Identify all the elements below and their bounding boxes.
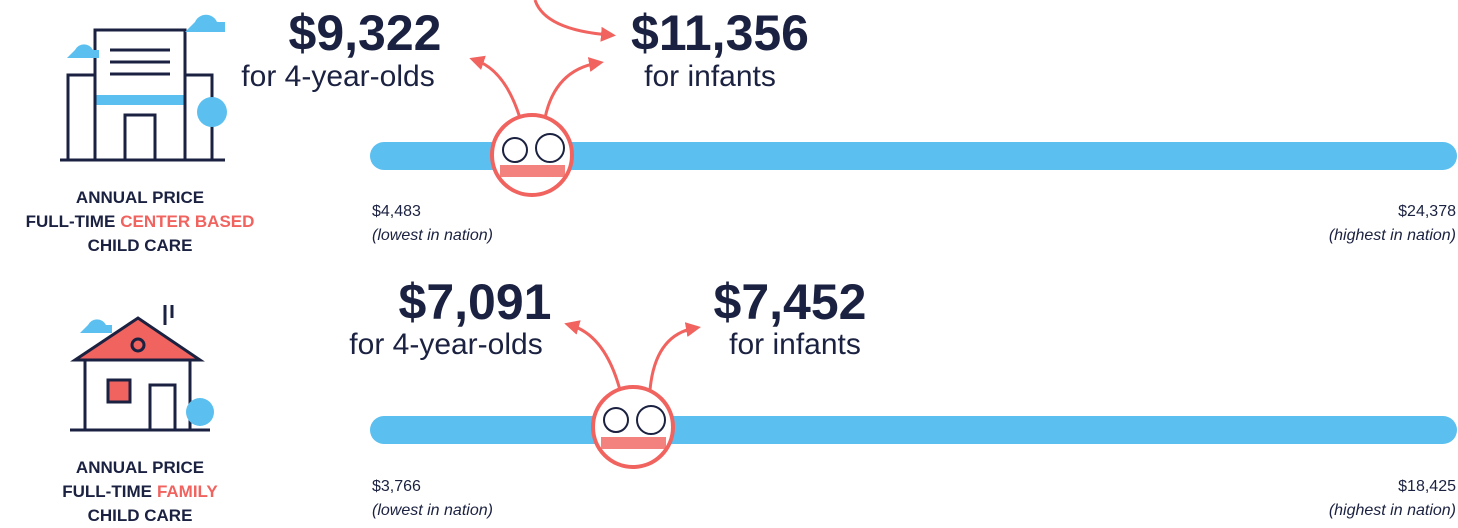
min-price: $3,766 (372, 475, 493, 499)
price: $9,322 (289, 8, 442, 58)
label-text: FULL-TIME (26, 212, 116, 231)
arrow (475, 60, 520, 118)
arrow (650, 328, 695, 390)
max-price: $24,378 (1329, 200, 1456, 224)
arrow (535, 0, 610, 35)
label-highlight: FAMILY (157, 482, 218, 501)
page: {"sections": [ {"label": {"line1": "ANNU… (0, 0, 1458, 527)
range-max: $24,378 (highest in nation) (1329, 200, 1456, 248)
caption: for infants (644, 62, 776, 92)
label-line: CHILD CARE (10, 504, 270, 528)
toys (601, 437, 666, 449)
arrow (545, 63, 598, 118)
price: $7,091 (399, 277, 552, 327)
label-line: FULL-TIME FAMILY (10, 480, 270, 504)
arrow (570, 325, 620, 390)
min-note: (lowest in nation) (372, 224, 493, 248)
price: $7,452 (714, 277, 867, 327)
caption: for 4-year-olds (349, 330, 542, 360)
child-marker (593, 387, 673, 467)
max-price: $18,425 (1329, 475, 1456, 499)
price: $11,356 (631, 8, 809, 58)
family-icon (70, 305, 214, 430)
range-bar (370, 416, 1457, 444)
min-note: (lowest in nation) (372, 499, 493, 523)
label-line: ANNUAL PRICE (10, 456, 270, 480)
max-note: (highest in nation) (1329, 224, 1456, 248)
section-label: ANNUAL PRICE FULL-TIME FAMILY CHILD CARE (10, 456, 270, 528)
caption: for 4-year-olds (241, 62, 434, 92)
range-min: $4,483 (lowest in nation) (372, 200, 493, 248)
range-min: $3,766 (lowest in nation) (372, 475, 493, 523)
range-max: $18,425 (highest in nation) (1329, 475, 1456, 523)
label-highlight: CENTER BASED (120, 212, 254, 231)
label-text: FULL-TIME (62, 482, 152, 501)
label-line: ANNUAL PRICE (10, 186, 270, 210)
toys (500, 165, 565, 177)
max-note: (highest in nation) (1329, 499, 1456, 523)
label-line: CHILD CARE (10, 234, 270, 258)
min-price: $4,483 (372, 200, 493, 224)
center-icon (60, 15, 227, 160)
caption: for infants (729, 330, 861, 360)
